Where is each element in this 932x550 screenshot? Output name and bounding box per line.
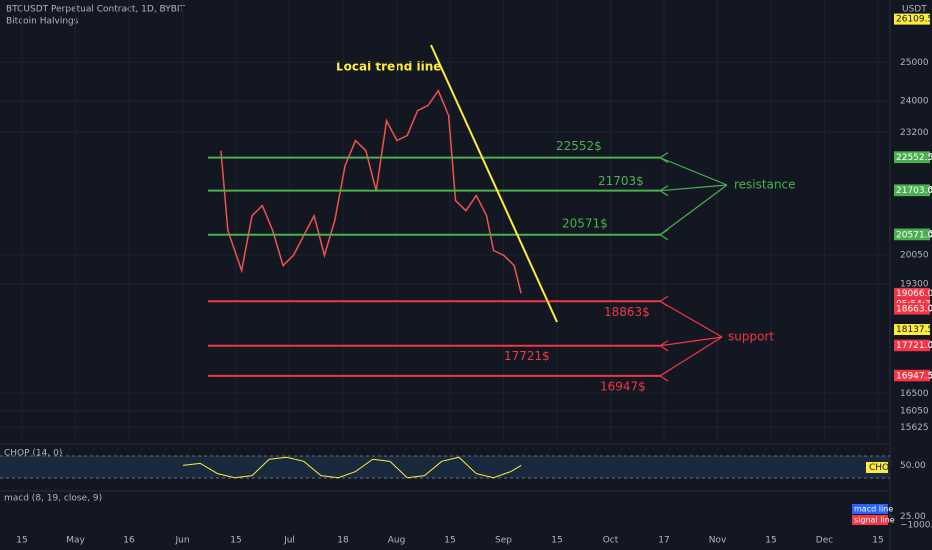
chop-tick-label: 25.00 — [900, 512, 926, 522]
macd-label: macd (8, 19, close, 9) — [4, 494, 102, 504]
y-tick-label: 25000 — [900, 58, 929, 68]
x-tick-label: 15 — [230, 536, 241, 546]
x-tick-label: May — [66, 536, 85, 546]
arrow-head — [658, 152, 669, 164]
price-tag — [894, 287, 930, 299]
price-tag-label: 16947.5 — [896, 371, 932, 381]
resistance-label: resistance — [734, 178, 796, 192]
y-tick-label: 16500 — [900, 389, 929, 399]
level-label: 22552$ — [556, 139, 602, 153]
x-tick-label: 15 — [872, 536, 883, 546]
y-tick-label: 23200 — [900, 128, 929, 138]
chop-line — [182, 456, 522, 479]
legend-swatch — [852, 515, 888, 525]
level-label: 17721$ — [504, 349, 550, 363]
x-tick-label: Oct — [603, 536, 619, 546]
x-tick-label: Dec — [816, 536, 833, 546]
price-tag — [894, 152, 930, 164]
arrow — [659, 184, 728, 192]
chop-tick-label: 50.00 — [900, 461, 926, 471]
y-tick-label: 19300 — [900, 280, 929, 290]
level-label: 21703$ — [598, 174, 644, 188]
arrow — [659, 184, 728, 236]
y-tick-label: 16050 — [900, 406, 929, 416]
trend-line — [430, 44, 558, 323]
price-tag-label: 26109.5 — [896, 15, 932, 25]
price-tag-label: 20571.0 — [896, 230, 932, 240]
arrow — [659, 300, 723, 338]
chart-title: BTCUSDT Perpetual Contract, 1D, BYBIT — [6, 5, 186, 15]
arrow-head — [658, 340, 669, 352]
price-tag — [894, 229, 930, 241]
legend-label: signal line — [854, 516, 895, 525]
x-tick-label: 16 — [123, 536, 135, 546]
chop-tag — [866, 462, 888, 473]
y-tick-label: 24000 — [900, 97, 929, 107]
price-tag-label: 19066.0 — [896, 289, 932, 299]
x-tick-label: 15 — [444, 536, 455, 546]
support-label: support — [728, 330, 774, 344]
level-label: 20571$ — [562, 216, 608, 230]
annotation: Local trend line — [336, 60, 441, 74]
price-tag — [894, 303, 930, 315]
arrow — [659, 157, 728, 186]
x-tick-label: Jun — [174, 536, 189, 546]
chop-tag-label: CHOP — [869, 463, 895, 473]
price-tag-label: 17721.0 — [896, 341, 932, 351]
price-tag — [894, 13, 930, 25]
x-tick-label: 15 — [765, 536, 776, 546]
arrow-head — [658, 295, 669, 307]
price-tag-label: 22552.5 — [896, 153, 932, 163]
x-tick-label: Aug — [388, 536, 406, 546]
price-tag-label: 18663.0 — [896, 305, 932, 315]
price-tag — [894, 324, 930, 336]
level-label: 18863$ — [604, 305, 650, 319]
subtitle: Bitcoin Halvings — [6, 17, 79, 27]
arrow-head — [658, 185, 669, 197]
arrow-head — [658, 370, 669, 382]
arrow — [659, 336, 723, 377]
chop-label: CHOP (14, 0) — [4, 449, 62, 459]
macd-tick: −1000.00 — [900, 521, 932, 531]
legend-label: macd line — [854, 505, 893, 514]
price-tag-label: 18137.5 — [896, 325, 932, 335]
x-tick-label: 15 — [16, 536, 27, 546]
legend-swatch — [852, 504, 888, 514]
price-tag-label: 21703.0 — [896, 186, 932, 196]
x-tick-label: 17 — [658, 536, 669, 546]
y-tick-label: 20050 — [900, 251, 929, 261]
x-tick-label: Jul — [283, 536, 295, 546]
price-tag — [894, 340, 930, 352]
level-label: 16947$ — [600, 379, 646, 393]
arrow-head — [658, 229, 669, 241]
x-tick-label: Sep — [495, 536, 512, 546]
x-tick-label: Nov — [709, 536, 727, 546]
y-tick-label: 15625 — [900, 423, 929, 433]
currency: USDT — [902, 5, 927, 15]
arrow — [659, 336, 723, 347]
price-tag — [894, 370, 930, 382]
x-tick-label: 15 — [551, 536, 562, 546]
x-tick-label: 18 — [337, 536, 349, 546]
chop-band — [0, 456, 890, 478]
price-tag — [894, 185, 930, 197]
